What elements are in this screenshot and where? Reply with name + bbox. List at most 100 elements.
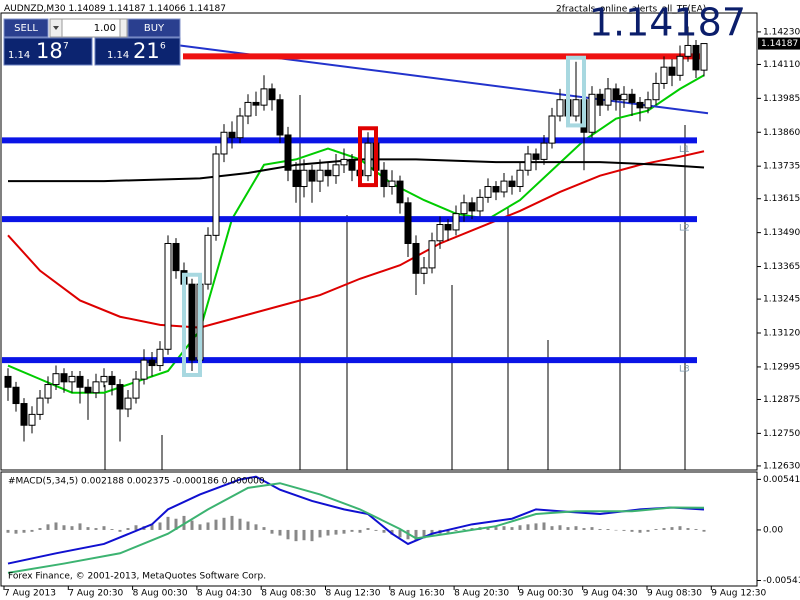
candle-body (100, 375, 108, 383)
lot-up[interactable] (119, 18, 128, 38)
candle-body (412, 242, 420, 274)
y-tick-label: 1.12995 (763, 362, 800, 372)
buy-button[interactable] (127, 18, 181, 38)
y-tick-label: 1.13120 (763, 329, 800, 339)
macd-bar (566, 527, 570, 530)
candle-body (596, 93, 604, 106)
candle-body (252, 101, 260, 106)
candle-body (332, 164, 340, 177)
candle-body (228, 131, 236, 139)
candle-body (532, 153, 540, 160)
macd-bar (502, 526, 506, 530)
macd-bar (350, 529, 354, 532)
symbol: AUDNZD,M30 (4, 4, 66, 14)
macd-bar (678, 526, 682, 530)
candle-body (204, 234, 212, 285)
lot-value[interactable]: 1.00 (94, 23, 116, 34)
low: 1.14066 (149, 4, 186, 14)
x-tick-label: 8 Aug 12:30 (326, 589, 381, 599)
x-tick-label: 8 Aug 16:30 (390, 589, 445, 599)
macd-bar (326, 529, 330, 536)
candle-body (284, 134, 292, 171)
macd-bar (454, 529, 458, 531)
signal-box (182, 272, 202, 377)
macd-bar (270, 529, 274, 534)
candle-body (476, 196, 484, 212)
macd-bar (222, 517, 226, 530)
candle-body (12, 386, 20, 405)
buy-label[interactable]: BUY (144, 23, 165, 34)
macd-bar (398, 529, 402, 538)
candle-body (468, 202, 476, 212)
macd-bar (262, 527, 266, 530)
candle-body (692, 44, 700, 71)
buy-small: 6 (160, 42, 166, 52)
macd-bar (166, 516, 170, 530)
macd-bar (382, 529, 386, 533)
trade-panel: SELL 1.00 BUY 1.14 18 7 1.14 21 6 (3, 18, 181, 66)
macd-title: #MACD(5,34,5) 0.002188 0.002375 -0.00018… (8, 477, 265, 487)
candle-body (268, 88, 276, 101)
macd-bar (70, 526, 74, 530)
macd-bar (486, 528, 490, 530)
candle-body (164, 242, 172, 350)
buy-price-box[interactable] (94, 37, 181, 66)
macd-bar (302, 529, 306, 541)
x-tick-label: 9 Aug 12:30 (711, 589, 766, 599)
candle-body (524, 153, 532, 171)
candle-body (348, 158, 356, 171)
macd-bar (374, 529, 378, 531)
macd-bar (358, 529, 362, 533)
indicator-line (7, 150, 705, 329)
macd-bar (278, 529, 282, 536)
macd-bar (686, 528, 690, 530)
candle-body (244, 101, 252, 117)
macd-bar (518, 525, 522, 530)
y-tick-label: 1.14230 (763, 27, 800, 37)
macd-bar (646, 529, 650, 532)
macd-bar (422, 529, 426, 539)
level-label: L1 (679, 145, 690, 155)
macd-bar (318, 529, 322, 538)
candle-body (676, 55, 684, 76)
y-tick-label: 1.13490 (763, 228, 800, 238)
macd-bar (574, 526, 578, 530)
y-tick-label: -0.00541 (763, 576, 800, 586)
macd-bar (598, 529, 602, 530)
macd-bar (534, 523, 538, 530)
y-tick-label: 1.13365 (763, 262, 800, 272)
x-tick-label: 7 Aug 20:30 (68, 589, 123, 599)
candle-body (636, 101, 644, 109)
macd-bar (366, 528, 370, 530)
candle-body (28, 413, 36, 426)
symbol-info: AUDNZD,M30 1.14089 1.14187 1.14066 1.141… (4, 4, 226, 14)
copyright: Forex Finance, © 2001-2013, MetaQuotes S… (8, 572, 266, 582)
macd-bar (558, 525, 562, 530)
candle-body (540, 142, 548, 160)
candle-body (620, 93, 628, 101)
ea-name: 2fractals_online_alerts_all_TF(EA) (556, 5, 706, 15)
sell-button[interactable] (3, 18, 49, 38)
candle-body (108, 375, 116, 386)
x-tick-label: 9 Aug 08:30 (647, 589, 702, 599)
macd-bar (102, 526, 106, 530)
sell-price-box[interactable] (3, 37, 93, 66)
candle-body (604, 88, 612, 106)
candle-body (220, 131, 228, 155)
candle-body (684, 44, 692, 57)
sell-label[interactable]: SELL (14, 23, 38, 34)
candle-body (20, 403, 28, 426)
candle-body (572, 99, 580, 117)
macd-bar (38, 528, 42, 530)
candle-body (292, 169, 300, 188)
candle-body (300, 169, 308, 188)
candle-body (84, 386, 92, 394)
macd-bar (390, 529, 394, 535)
macd-bar (542, 522, 546, 530)
macd-bar (30, 529, 34, 532)
candle-body (404, 202, 412, 244)
macd-bar (54, 522, 58, 530)
indicator-line (7, 475, 705, 565)
macd-bar (230, 515, 234, 530)
